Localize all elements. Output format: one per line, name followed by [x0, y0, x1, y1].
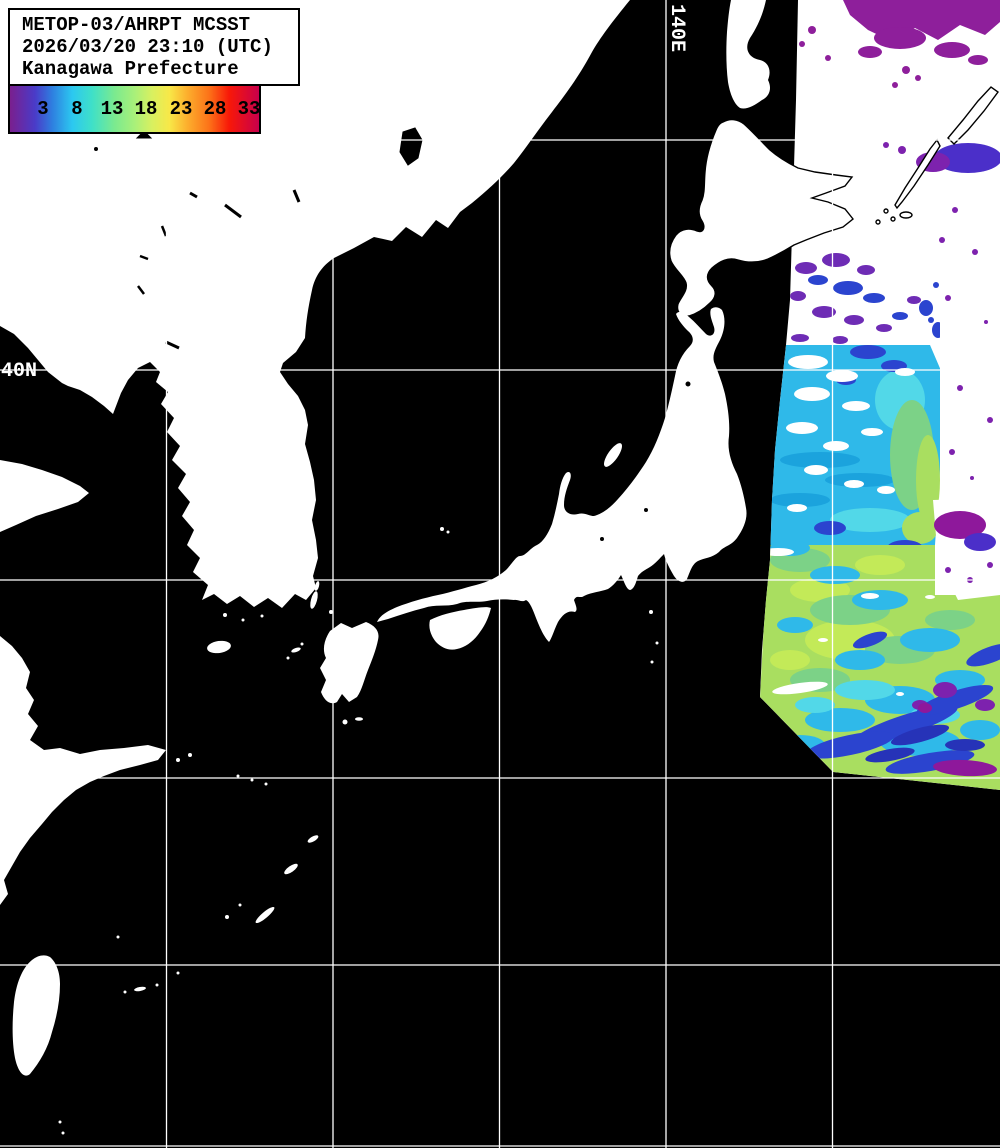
land-shandong: [0, 460, 89, 532]
land-mainland-asia: [0, 0, 630, 608]
land-sakhalin: [726, 0, 770, 109]
colorbar-tick-label: 18: [134, 98, 158, 120]
sst-mid-patches: [790, 253, 944, 344]
colorbar-tick-label: 8: [71, 98, 83, 120]
product-name: METOP-03/AHRPT MCSST: [22, 14, 251, 36]
sst-right-cloud-strip: [928, 175, 1000, 505]
sst-colorbar: 3 8 13 18 23 28 33: [8, 84, 261, 134]
landmasses: [0, 0, 854, 1135]
colorbar-tick-label: 28: [203, 98, 227, 120]
product-datetime: 2026/03/20 23:10 (UTC): [22, 36, 273, 58]
colorbar-tick-label: 33: [237, 98, 261, 120]
longitude-label-140e: 140E: [665, 4, 688, 52]
small-islands: [58, 527, 659, 1135]
colorbar-tick-label: 3: [37, 98, 49, 120]
product-region: Kanagawa Prefecture: [22, 58, 239, 80]
land-kyushu: [320, 622, 379, 704]
sst-green-region: [760, 498, 1000, 790]
land-hokkaido: [668, 118, 854, 317]
latitude-label-40n: 40N: [1, 360, 37, 383]
land-china-coast: [0, 636, 166, 905]
land-sado: [603, 443, 623, 467]
colorbar-tick-label: 13: [100, 98, 124, 120]
sst-swath: [760, 0, 1000, 790]
land-taiwan: [12, 955, 60, 1076]
land-shikoku: [429, 607, 491, 650]
kuril-islands-outlines: [875, 86, 999, 225]
land-honshu: [377, 307, 747, 642]
sst-cyan-region: [768, 345, 945, 556]
product-title-box: METOP-03/AHRPT MCSST 2026/03/20 23:10 (U…: [8, 8, 300, 86]
inland-lakes: [94, 127, 691, 547]
colorbar-tick-label: 23: [169, 98, 193, 120]
